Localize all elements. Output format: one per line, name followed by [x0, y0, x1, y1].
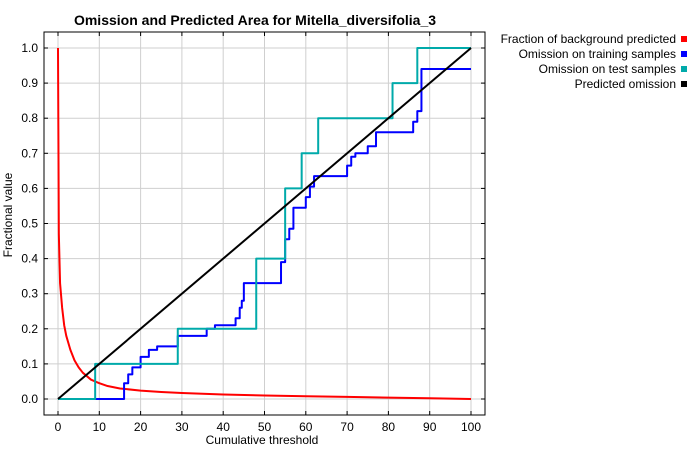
- x-tick-label: 80: [382, 420, 396, 434]
- x-tick-label: 50: [258, 420, 272, 434]
- legend-swatch: [681, 81, 687, 87]
- x-tick-label: 60: [299, 420, 313, 434]
- chart-title: Omission and Predicted Area for Mitella_…: [74, 12, 436, 28]
- legend-label: Omission on test samples: [539, 62, 676, 76]
- y-tick-label: 0.6: [21, 181, 38, 195]
- legend-swatch: [681, 51, 687, 57]
- y-tick-label: 0.3: [21, 287, 38, 301]
- y-tick-label: 1.0: [21, 41, 38, 55]
- grid-layer: [44, 32, 485, 415]
- legend-swatch: [681, 66, 687, 72]
- series-line-3: [57, 47, 472, 400]
- series-layer: [57, 47, 472, 400]
- legend-label: Predicted omission: [575, 77, 676, 91]
- x-tick-label: 0: [55, 420, 62, 434]
- legend-swatch: [681, 36, 687, 42]
- series-line-0: [57, 47, 472, 400]
- y-axis-label: Fractional value: [1, 172, 15, 257]
- x-tick-label: 10: [93, 420, 107, 434]
- legend-label: Fraction of background predicted: [501, 32, 676, 46]
- x-tick-label: 20: [134, 420, 148, 434]
- series-line-1: [58, 68, 471, 400]
- x-axis-label: Cumulative threshold: [206, 433, 319, 447]
- x-tick-label: 90: [423, 420, 437, 434]
- y-tick-label: 0.2: [21, 322, 38, 336]
- y-tick-label: 0.9: [21, 76, 38, 90]
- y-tick-label: 0.0: [21, 392, 38, 406]
- y-tick-label: 0.4: [21, 252, 38, 266]
- y-tick-label: 0.1: [21, 357, 38, 371]
- x-tick-label: 70: [340, 420, 354, 434]
- y-tick-label: 0.8: [21, 111, 38, 125]
- y-tick-label: 0.5: [21, 217, 38, 231]
- y-tick-label: 0.7: [21, 146, 38, 160]
- tick-layer: 0 10 20 30 40 50 60 70 80 90 100 0.0 0.1 0.2 0.3 0.4 0.5…: [21, 32, 485, 434]
- series-line-2: [58, 47, 471, 400]
- legend-label: Omission on training samples: [519, 47, 676, 61]
- x-tick-label: 100: [461, 420, 481, 434]
- legend: Fraction of background predictedOmission…: [501, 32, 687, 91]
- x-tick-label: 40: [217, 420, 231, 434]
- x-tick-label: 30: [175, 420, 189, 434]
